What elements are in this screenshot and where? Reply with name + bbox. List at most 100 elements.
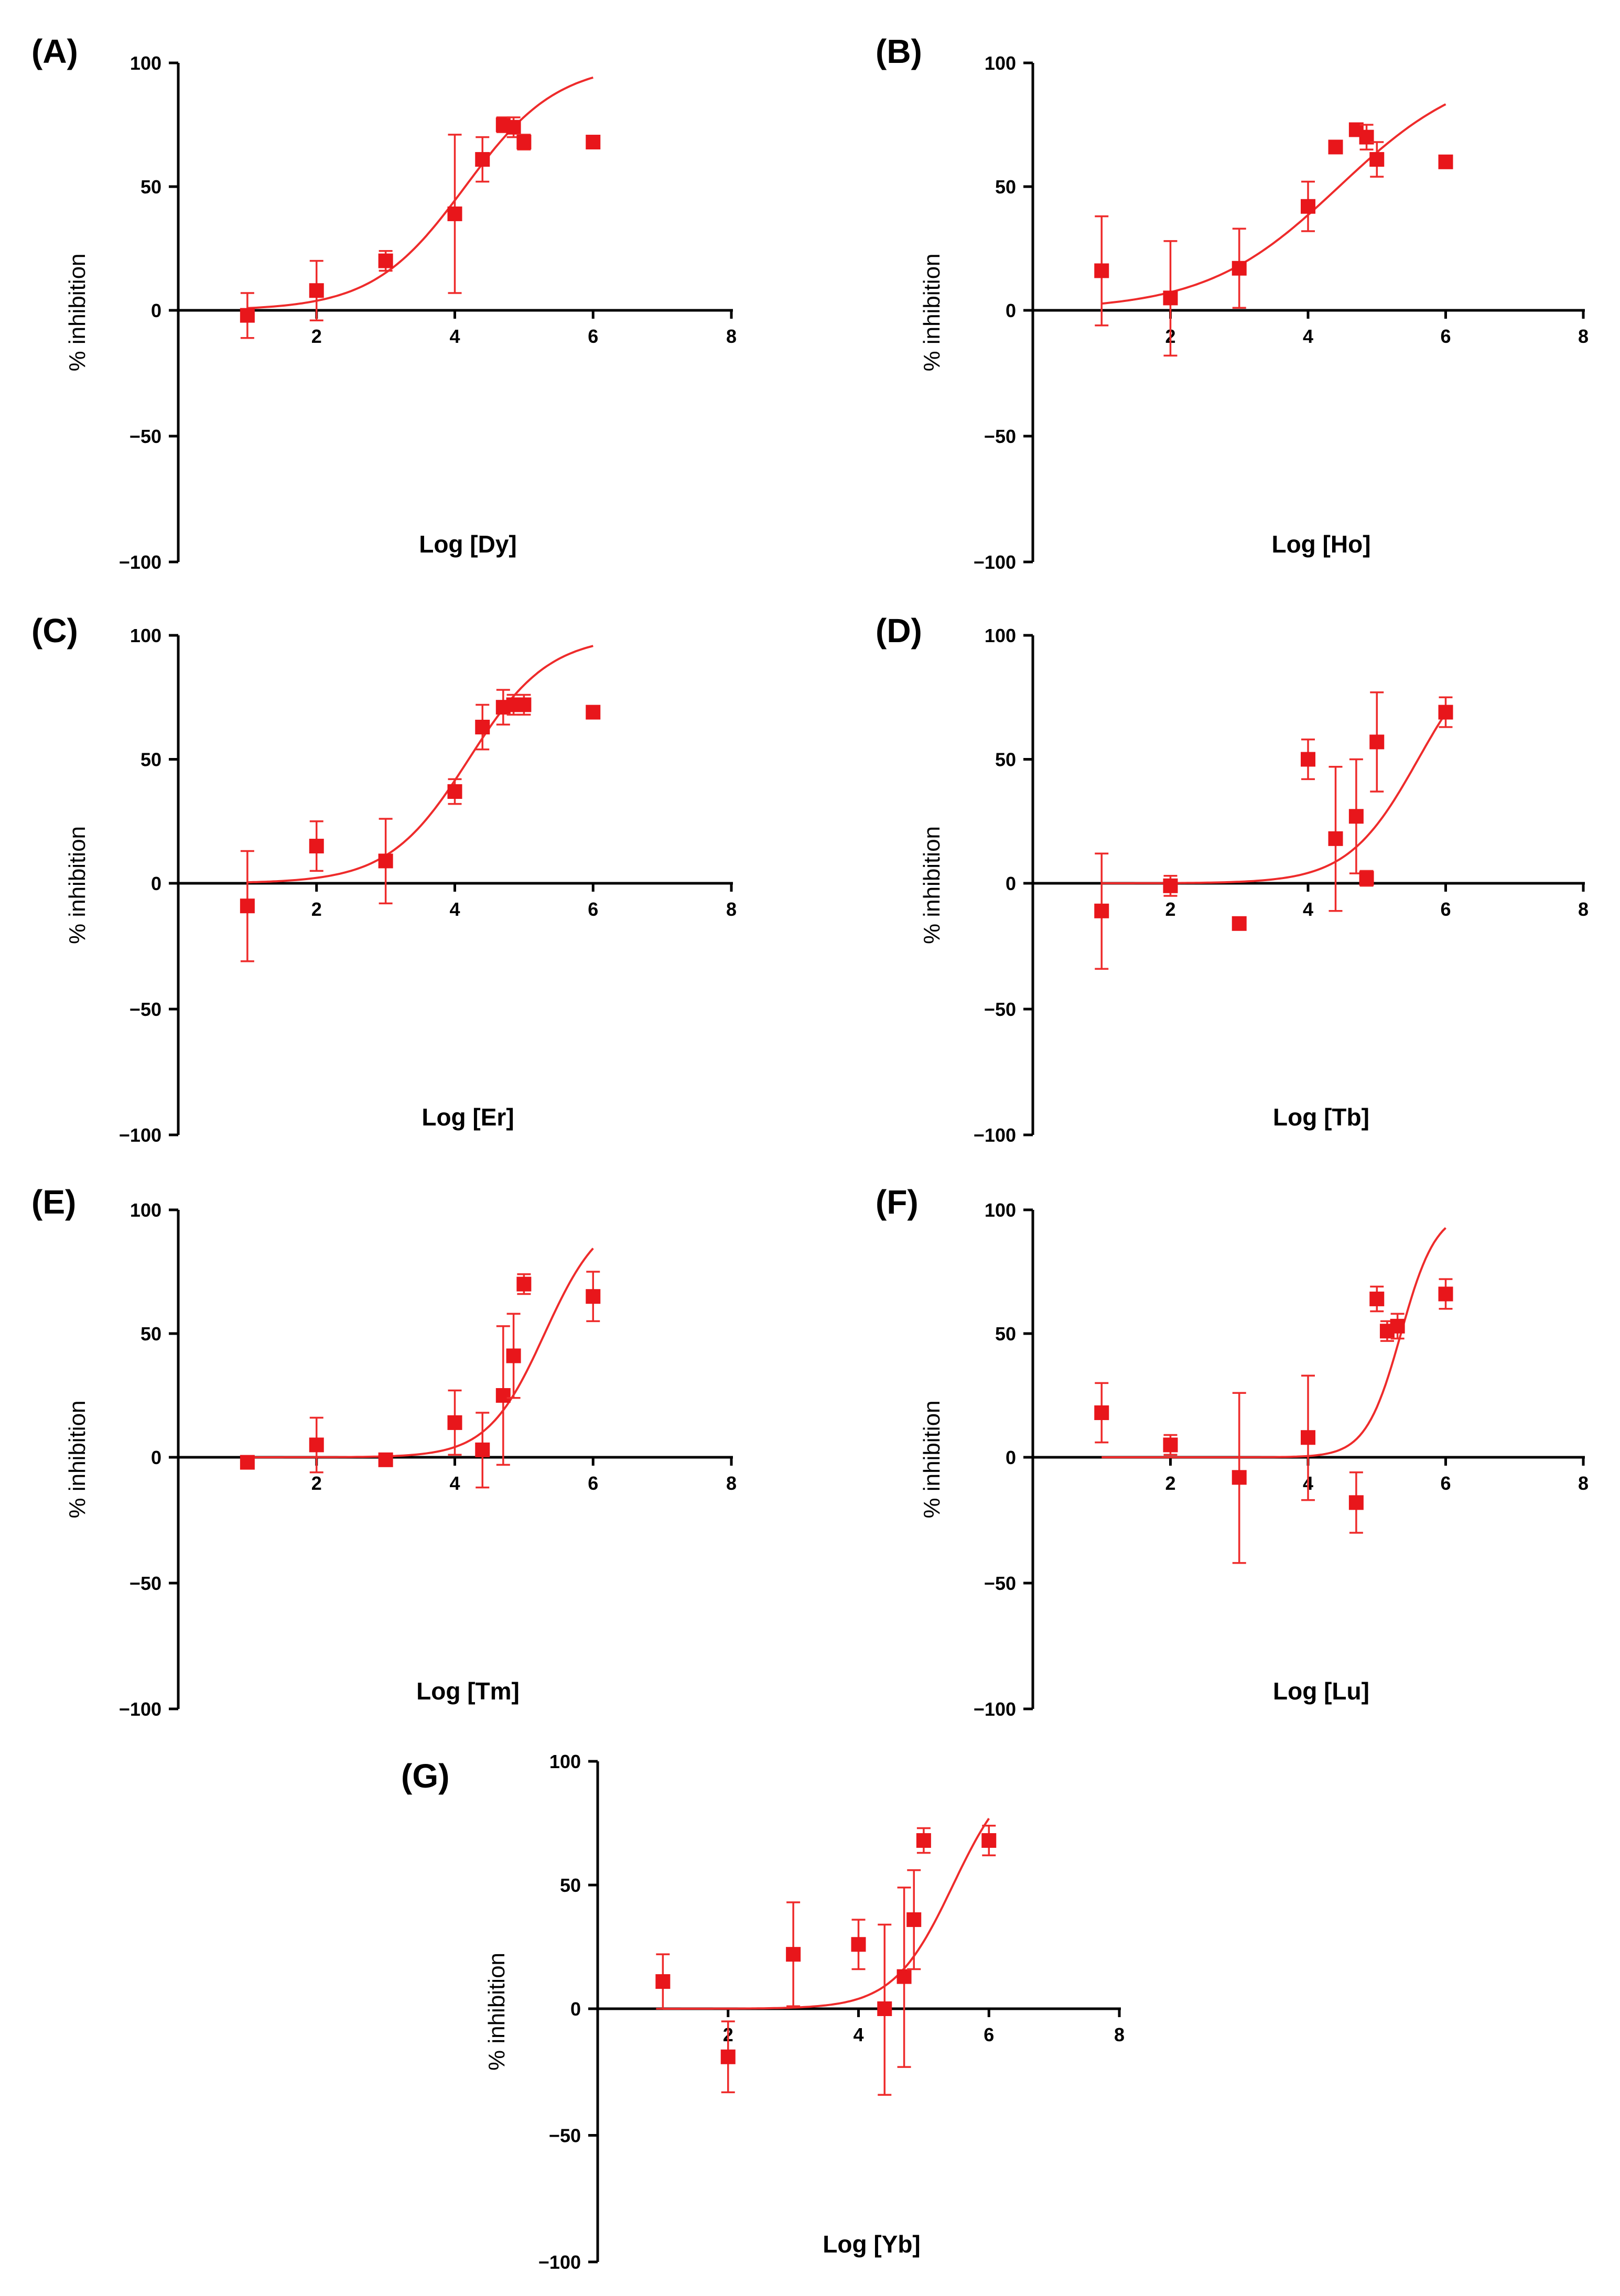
data-point (1348, 809, 1364, 824)
y-tick-label: 100 (130, 1199, 161, 1221)
data-point (516, 697, 532, 712)
data-point (1438, 154, 1453, 169)
x-tick-label: 8 (1578, 1472, 1589, 1494)
data-point (516, 1276, 532, 1292)
y-tick-label: −100 (974, 551, 1016, 573)
y-tick-label: 50 (560, 1875, 581, 1896)
data-point (1232, 1470, 1247, 1485)
x-tick-label: 8 (1114, 2024, 1125, 2045)
y-tick-label: 50 (995, 749, 1016, 771)
y-tick-label: 100 (985, 52, 1016, 74)
data-point (786, 1947, 801, 1962)
y-tick-label: −100 (119, 551, 161, 573)
data-point (309, 839, 324, 854)
y-axis-title: % inhibition (64, 1400, 90, 1518)
y-tick-label: 50 (141, 176, 161, 198)
data-point (906, 1912, 922, 1927)
data-point (240, 308, 255, 323)
data-point (309, 1437, 324, 1453)
panel-label: (D) (876, 612, 922, 649)
data-point (981, 1833, 997, 1848)
data-point (447, 206, 462, 221)
x-axis-title: Log [Lu] (1273, 1677, 1369, 1705)
data-point (1369, 1291, 1385, 1306)
y-tick-label: 0 (151, 300, 161, 321)
data-point (447, 784, 462, 799)
panel-label: (C) (31, 612, 78, 649)
panel-e: (E) −100 −50 0 50 100 2 4 6 8 Log [Tm] % inhibition (31, 1183, 737, 1720)
data-point (506, 1348, 521, 1363)
data-point (877, 2001, 892, 2016)
panel-label: (E) (31, 1183, 76, 1221)
data-point (516, 135, 532, 150)
data-point (1232, 916, 1247, 931)
y-tick-label: 100 (130, 52, 161, 74)
panel-a: (A) −100 −50 0 50 100 2 4 6 8 Log [Dy] % inhibition (31, 33, 737, 573)
data-point (1348, 1495, 1364, 1510)
data-point (240, 1455, 255, 1470)
x-tick-label: 6 (588, 326, 598, 347)
data-point (475, 152, 490, 167)
data-point (1163, 1437, 1178, 1453)
fit-curve (1101, 712, 1447, 884)
data-point (1328, 831, 1343, 846)
y-tick-label: 100 (985, 1199, 1016, 1221)
x-tick-label: 6 (1440, 326, 1451, 347)
data-point (586, 1289, 601, 1304)
y-tick-label: −100 (974, 1124, 1016, 1146)
x-tick-label: 8 (1578, 326, 1589, 347)
data-point (309, 283, 324, 298)
data-point (586, 135, 601, 150)
x-tick-label: 4 (1303, 898, 1313, 920)
y-tick-label: 0 (151, 873, 161, 894)
x-tick-label: 6 (1440, 1472, 1451, 1494)
fit-curve (1101, 1227, 1446, 1458)
x-tick-label: 6 (1440, 898, 1451, 920)
y-tick-label: −50 (984, 426, 1016, 447)
data-point (1232, 261, 1247, 276)
data-point (1369, 152, 1385, 167)
panel-label: (A) (31, 33, 78, 70)
y-tick-label: 100 (130, 625, 161, 646)
data-point (495, 1388, 511, 1403)
data-point (378, 253, 393, 268)
data-point (1094, 1405, 1109, 1421)
x-axis-title: Log [Ho] (1271, 530, 1370, 558)
data-point (1301, 752, 1315, 767)
x-axis-title: Log [Yb] (823, 2230, 921, 2258)
data-point (1301, 1430, 1315, 1445)
y-axis-title: % inhibition (64, 826, 90, 944)
data-point (897, 1969, 912, 1984)
panel-label: (B) (876, 33, 922, 70)
y-tick-label: −50 (129, 1573, 161, 1594)
y-tick-label: −50 (549, 2125, 581, 2147)
data-point (1163, 290, 1178, 306)
x-tick-label: 8 (726, 898, 737, 920)
data-point (1301, 199, 1315, 214)
x-tick-label: 6 (984, 2024, 994, 2045)
data-point (916, 1833, 931, 1848)
fit-curve (663, 1817, 990, 2010)
y-tick-label: −100 (119, 1124, 161, 1146)
data-point (378, 1452, 393, 1467)
y-axis-title: % inhibition (919, 253, 945, 371)
data-point (1163, 878, 1178, 893)
y-tick-label: −100 (119, 1698, 161, 1720)
y-tick-label: 100 (549, 1751, 581, 1772)
fit-curve (247, 645, 593, 884)
x-tick-label: 6 (588, 898, 598, 920)
y-axis-title: % inhibition (484, 1953, 510, 2071)
x-tick-label: 2 (311, 326, 322, 347)
y-tick-label: −50 (984, 1573, 1016, 1594)
panel-label: (G) (401, 1757, 449, 1795)
data-point (378, 853, 393, 869)
y-tick-label: 50 (995, 176, 1016, 198)
data-point (720, 2049, 736, 2064)
y-tick-label: 0 (1006, 300, 1016, 321)
fit-curve (247, 1248, 594, 1458)
data-point (1359, 871, 1374, 886)
panel-c: (C) −100 −50 0 50 100 2 4 6 8 Log [Er] % inhibition (31, 612, 737, 1146)
